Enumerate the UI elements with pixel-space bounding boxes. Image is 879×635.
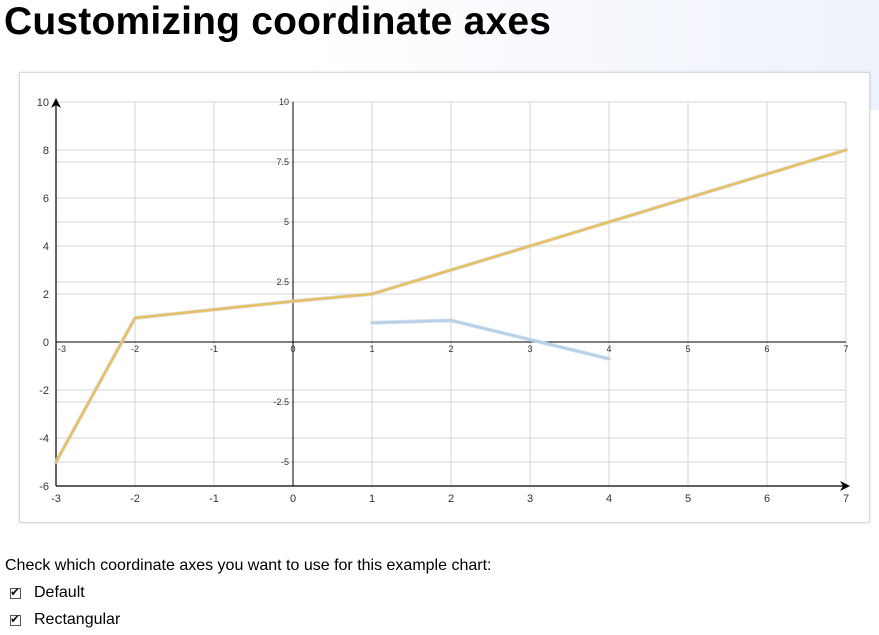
- series-lines: [54, 148, 848, 464]
- rect-x-tick-label: 0: [290, 344, 295, 354]
- x-tick-label: 2: [448, 493, 454, 505]
- series-1-line: [370, 319, 611, 361]
- check-icon: ✔: [10, 584, 21, 599]
- rect-y-tick-label: 10: [279, 97, 289, 107]
- rect-x-tick-label: 4: [606, 344, 611, 354]
- y-tick-label: 8: [43, 145, 49, 157]
- x-tick-label: 1: [369, 493, 375, 505]
- page-title: Customizing coordinate axes: [4, 0, 552, 43]
- y-tick-label: -2: [39, 385, 49, 397]
- tick-labels: -3 -2 -1 0 1 2 3 4 5 6 7 -6 -4 -2 0 2 4 6 8 10 -3 -2 -1 0 1 2 3 4 5 6…: [37, 97, 849, 505]
- x-tick-label: -3: [51, 493, 61, 505]
- rectangular-axes-option[interactable]: ✔ Rectangular: [10, 610, 120, 630]
- y-tick-label: -4: [39, 433, 49, 445]
- x-tick-label: 0: [290, 493, 296, 505]
- x-tick-label: 7: [843, 493, 849, 505]
- rect-y-tick-label: 5: [284, 217, 289, 227]
- rect-x-tick-label: -3: [58, 344, 66, 354]
- rect-x-tick-label: 3: [527, 344, 532, 354]
- x-tick-label: 6: [764, 493, 770, 505]
- grid-lines: [56, 101, 847, 486]
- y-tick-label: 4: [43, 241, 49, 253]
- rectangular-axes-label: Rectangular: [34, 611, 121, 628]
- chart-panel: -3 -2 -1 0 1 2 3 4 5 6 7 -6 -4 -2 0 2 4 6 8 10 -3 -2 -1 0 1 2 3 4 5 6…: [19, 72, 870, 523]
- rect-x-tick-label: 6: [764, 344, 769, 354]
- axes: [51, 98, 850, 491]
- rect-y-tick-label: -5: [281, 457, 289, 467]
- rect-x-tick-label: -1: [210, 344, 218, 354]
- rect-x-tick-label: 7: [843, 344, 848, 354]
- rect-y-tick-label: 7.5: [276, 157, 289, 167]
- y-tick-label: 0: [43, 337, 49, 349]
- default-axes-checkbox[interactable]: ✔: [10, 584, 21, 599]
- axes-prompt: Check which coordinate axes you want to …: [5, 557, 492, 574]
- rect-x-tick-label: 2: [448, 344, 453, 354]
- rect-x-tick-label: 5: [685, 344, 690, 354]
- rect-y-tick-label: -2.5: [273, 397, 289, 407]
- default-axes-label: Default: [34, 584, 85, 601]
- rect-x-tick-label: 1: [369, 344, 374, 354]
- rect-x-tick-label: -2: [131, 344, 139, 354]
- x-tick-label: 3: [527, 493, 533, 505]
- x-tick-label: -2: [130, 493, 140, 505]
- series-1-shadow: [370, 318, 611, 361]
- rect-y-tick-label: 2.5: [276, 277, 289, 287]
- chart-svg: -3 -2 -1 0 1 2 3 4 5 6 7 -6 -4 -2 0 2 4 6 8 10 -3 -2 -1 0 1 2 3 4 5 6…: [37, 97, 850, 505]
- x-tick-label: 5: [685, 493, 691, 505]
- y-tick-label: 2: [43, 289, 49, 301]
- rectangular-axes-checkbox[interactable]: ✔: [10, 611, 21, 626]
- default-axes-option[interactable]: ✔ Default: [10, 583, 85, 603]
- y-tick-label: 6: [43, 193, 49, 205]
- x-tick-label: -1: [209, 493, 219, 505]
- y-tick-label: 10: [37, 97, 49, 109]
- series-0-line: [54, 148, 848, 464]
- check-icon: ✔: [10, 611, 21, 626]
- x-tick-label: 4: [606, 493, 612, 505]
- y-tick-label: -6: [39, 481, 49, 493]
